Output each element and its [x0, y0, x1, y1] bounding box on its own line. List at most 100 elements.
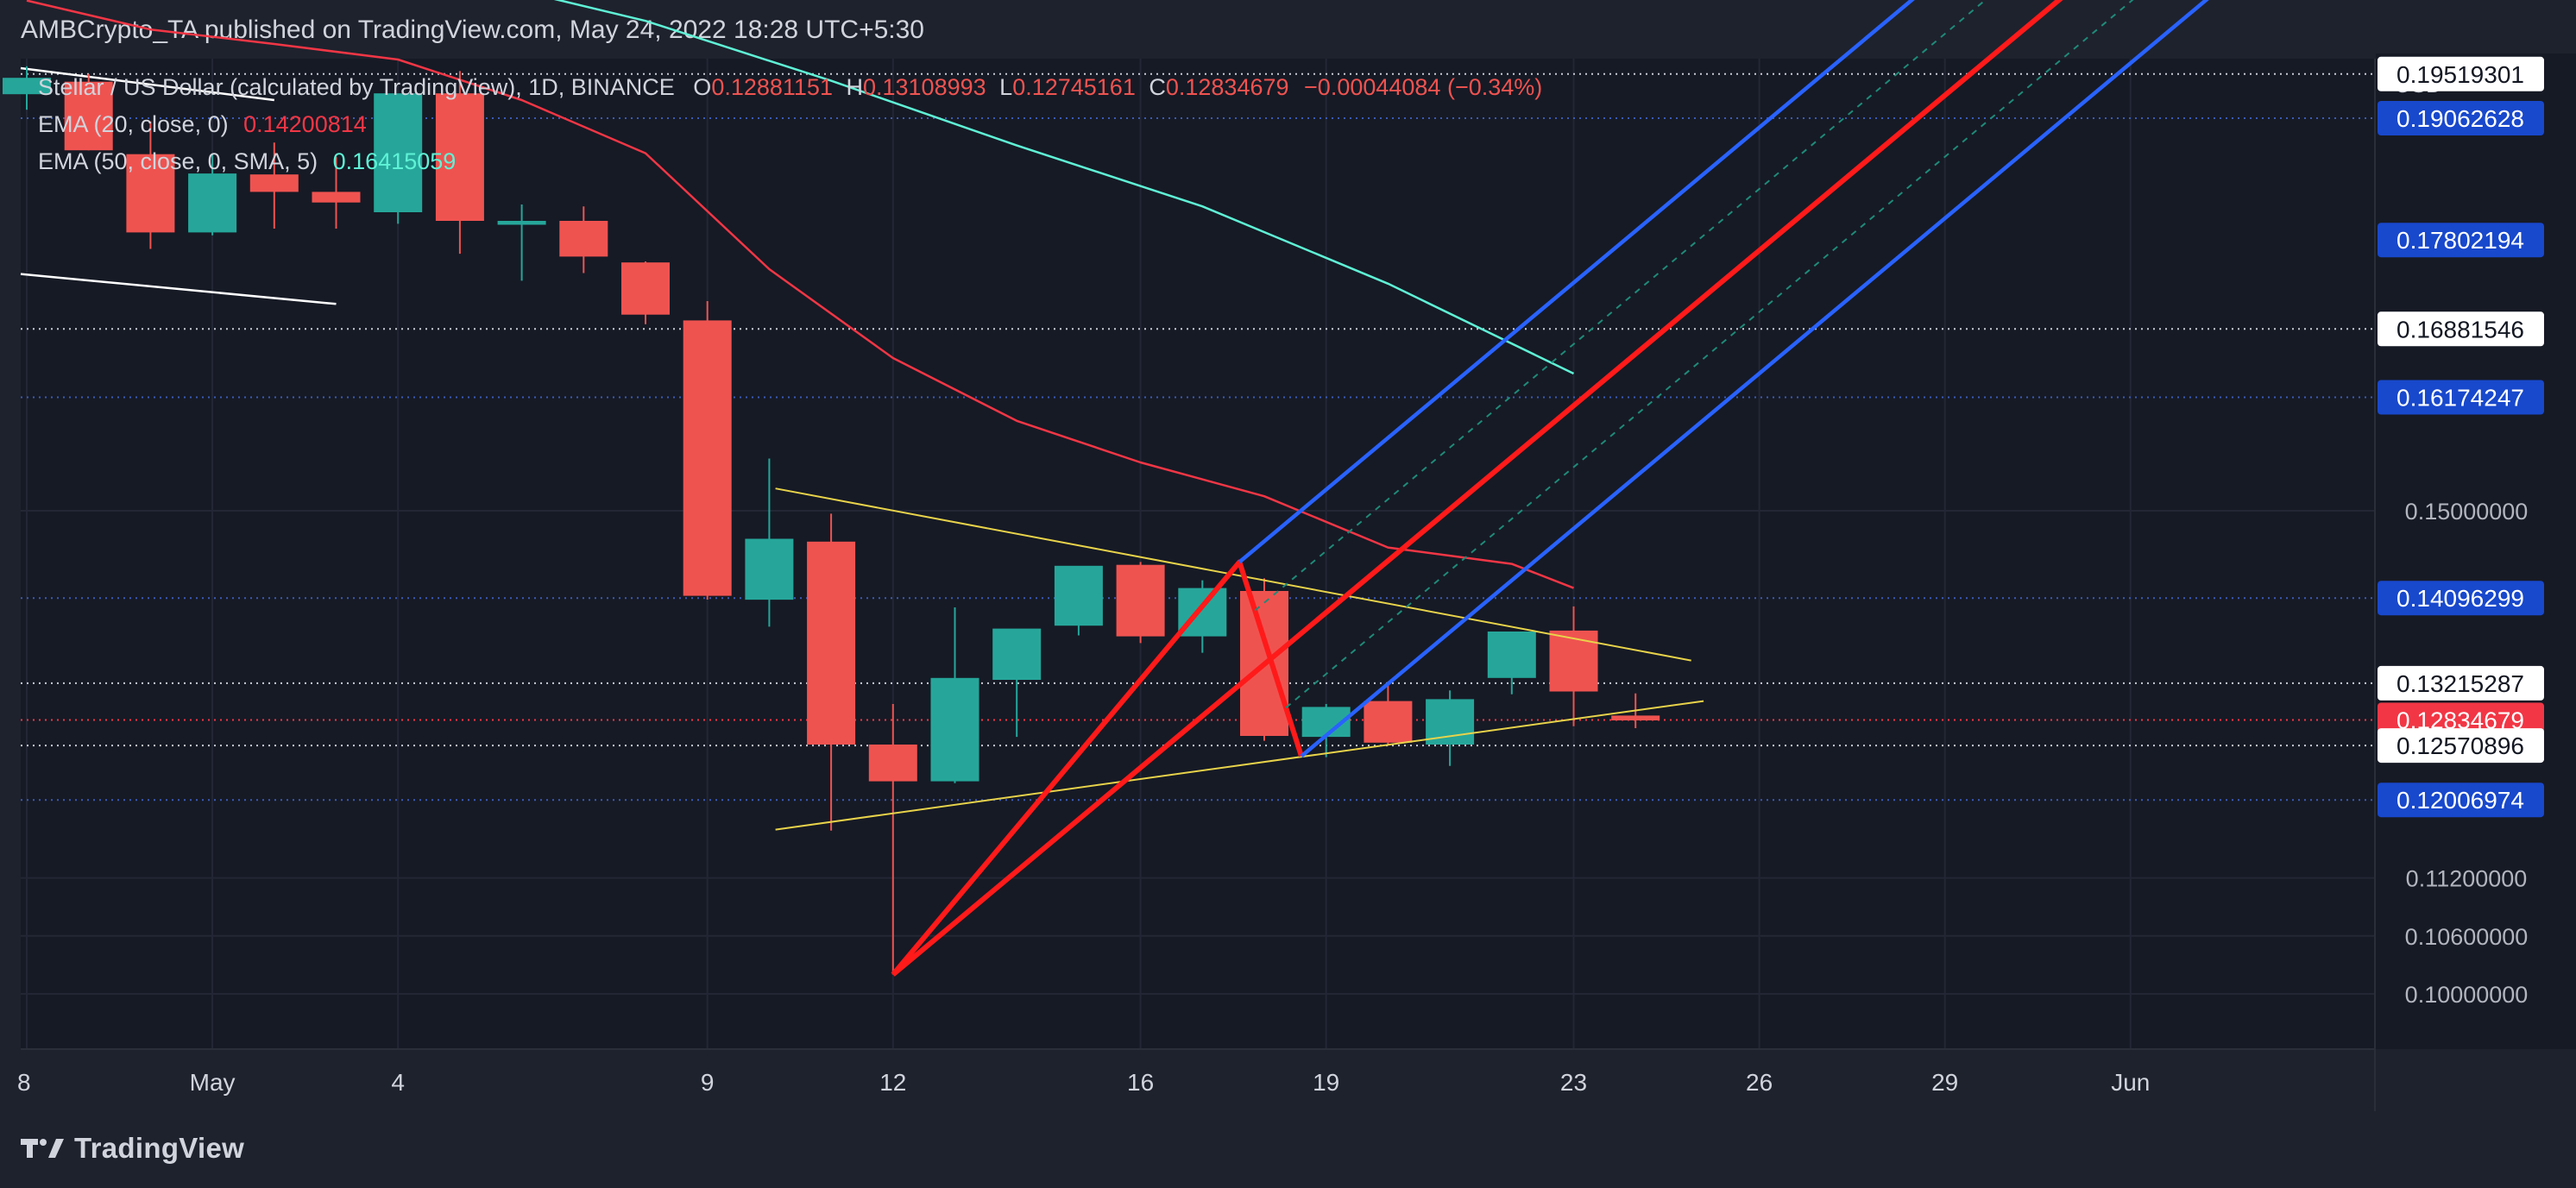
price-tag [2378, 728, 2544, 764]
legend-c-label: C [1149, 74, 1166, 100]
time-tick-label: 29 [1931, 1069, 1958, 1096]
wedge-lower-line [20, 273, 337, 305]
candle-body [559, 221, 608, 257]
time-tick-label: 8 [17, 1069, 31, 1096]
time-tick-label: 9 [701, 1069, 715, 1096]
candle-body [312, 192, 361, 203]
time-tick-label: 4 [391, 1069, 405, 1096]
time-tick-label: 16 [1127, 1069, 1154, 1096]
legend-h-label: H [846, 74, 863, 100]
candle-body [930, 677, 979, 782]
price-tag [2378, 56, 2544, 91]
candle-body [1116, 564, 1165, 637]
candle-body [64, 81, 113, 151]
price-tick-label: 0.15000000 [2405, 499, 2529, 525]
ema50-line-group [553, 0, 1575, 375]
price-axis[interactable]: 0.210000000.150000000.112000000.10600000… [2405, 0, 2529, 1008]
price-tags: 0.205299680.195193010.190626280.17802194… [2378, 56, 2544, 818]
pitchfork-lower-line [1300, 0, 2209, 758]
legend-c-value: 0.12834679 [1165, 74, 1289, 100]
time-tick-label: 12 [879, 1069, 906, 1096]
ema20-value: 0.14200814 [243, 111, 367, 137]
price-tag-label: 0.14096299 [2396, 585, 2524, 612]
candle-body [188, 173, 237, 233]
legend-ema20[interactable]: EMA (20, close, 0) 0.14200814 [38, 111, 367, 138]
ema50-line [553, 0, 1575, 375]
candle-body [1054, 565, 1103, 626]
price-tag [2378, 311, 2544, 347]
legend-o-value: 0.12881151 [711, 74, 833, 100]
candle-body [1549, 630, 1598, 692]
plot-area [21, 59, 2375, 1049]
triangle-upper-line [775, 487, 1691, 662]
legend-ohlc: Stellar / US Dollar (calculated by Tradi… [38, 74, 1542, 101]
candle-body [1487, 632, 1536, 678]
price-tag [2378, 581, 2544, 616]
price-tag-label: 0.12570896 [2396, 732, 2524, 759]
ema50-label: EMA (50, close, 0, SMA, 5) [38, 148, 318, 174]
candle-body [497, 221, 546, 225]
price-tag [2378, 380, 2544, 415]
candle-body [1611, 715, 1660, 720]
price-tag-label: 0.16881546 [2396, 316, 2524, 343]
candle-body [807, 541, 856, 745]
ema20-label: EMA (20, close, 0) [38, 111, 229, 137]
time-tick-label: May [190, 1069, 236, 1096]
ema20-line-group [26, 0, 1574, 589]
candle-body [249, 174, 299, 192]
candle-body [1364, 701, 1413, 743]
price-tag-label: 0.12006974 [2396, 787, 2524, 814]
candle-body [621, 262, 670, 315]
candle-body [745, 538, 794, 600]
tradingview-footer[interactable]: TradingView [21, 1127, 244, 1170]
legend-o-label: O [693, 74, 712, 100]
tradingview-logo-icon [21, 1139, 64, 1158]
wedge-upper-line [20, 66, 274, 102]
legend-ema50[interactable]: EMA (50, close, 0, SMA, 5) 0.16415059 [38, 148, 456, 175]
price-tag [2378, 665, 2544, 701]
time-axis[interactable]: 8 May 4 9 12 16 19 23 26 29 Jun [17, 1069, 2150, 1096]
pitchfork-median-line [891, 0, 2063, 977]
price-tag-label: 0.19062628 [2396, 105, 2524, 132]
price-tag-label: 0.13215287 [2396, 670, 2524, 697]
legend-h-value: 0.13108993 [862, 74, 986, 100]
price-tag-label: 0.19519301 [2396, 61, 2524, 88]
candle-body [126, 154, 175, 233]
time-tick-label: 19 [1313, 1069, 1339, 1096]
price-axis-bg [2376, 53, 2576, 1049]
time-tick-label: Jun [2111, 1069, 2150, 1096]
price-tag-label: 0.16174247 [2396, 385, 2524, 412]
ema20-line [26, 0, 1574, 589]
price-tag-label: 0.17802194 [2396, 227, 2524, 254]
price-tick-label: 0.11200000 [2406, 866, 2528, 892]
legend-l-value: 0.12745161 [1012, 74, 1136, 100]
time-tick-label: 23 [1560, 1069, 1587, 1096]
pitchfork [891, 0, 2209, 977]
candle-body [868, 745, 917, 782]
candle-body [374, 93, 423, 212]
symmetrical-triangle [775, 487, 1704, 831]
pitchfork-upper-line [1238, 0, 1915, 564]
time-tick-label: 26 [1746, 1069, 1773, 1096]
price-tag [2378, 783, 2544, 818]
candles [3, 66, 1660, 975]
grid [21, 59, 2375, 1049]
tradingview-brand: TradingView [74, 1132, 245, 1164]
price-tag [2378, 223, 2544, 258]
candle-body [992, 628, 1042, 680]
candle-body [435, 93, 484, 221]
legend-symbol[interactable]: Stellar / US Dollar (calculated by Tradi… [38, 74, 675, 100]
ema50-value: 0.16415059 [332, 148, 457, 174]
falling-wedge [20, 66, 337, 305]
legend-l-label: L [999, 74, 1013, 100]
legend-change: −0.00044084 (−0.34%) [1304, 74, 1543, 100]
triangle-lower-line [775, 700, 1704, 831]
candle-body [3, 78, 51, 95]
publisher-line: AMBCrypto_TA published on TradingView.co… [21, 16, 924, 44]
price-tag [2378, 101, 2544, 135]
price-tick-label: 0.10000000 [2405, 982, 2529, 1008]
top-bar: AMBCrypto_TA published on TradingView.co… [0, 0, 2576, 59]
candle-body [683, 320, 732, 596]
price-tick-label: 0.10600000 [2405, 924, 2529, 950]
